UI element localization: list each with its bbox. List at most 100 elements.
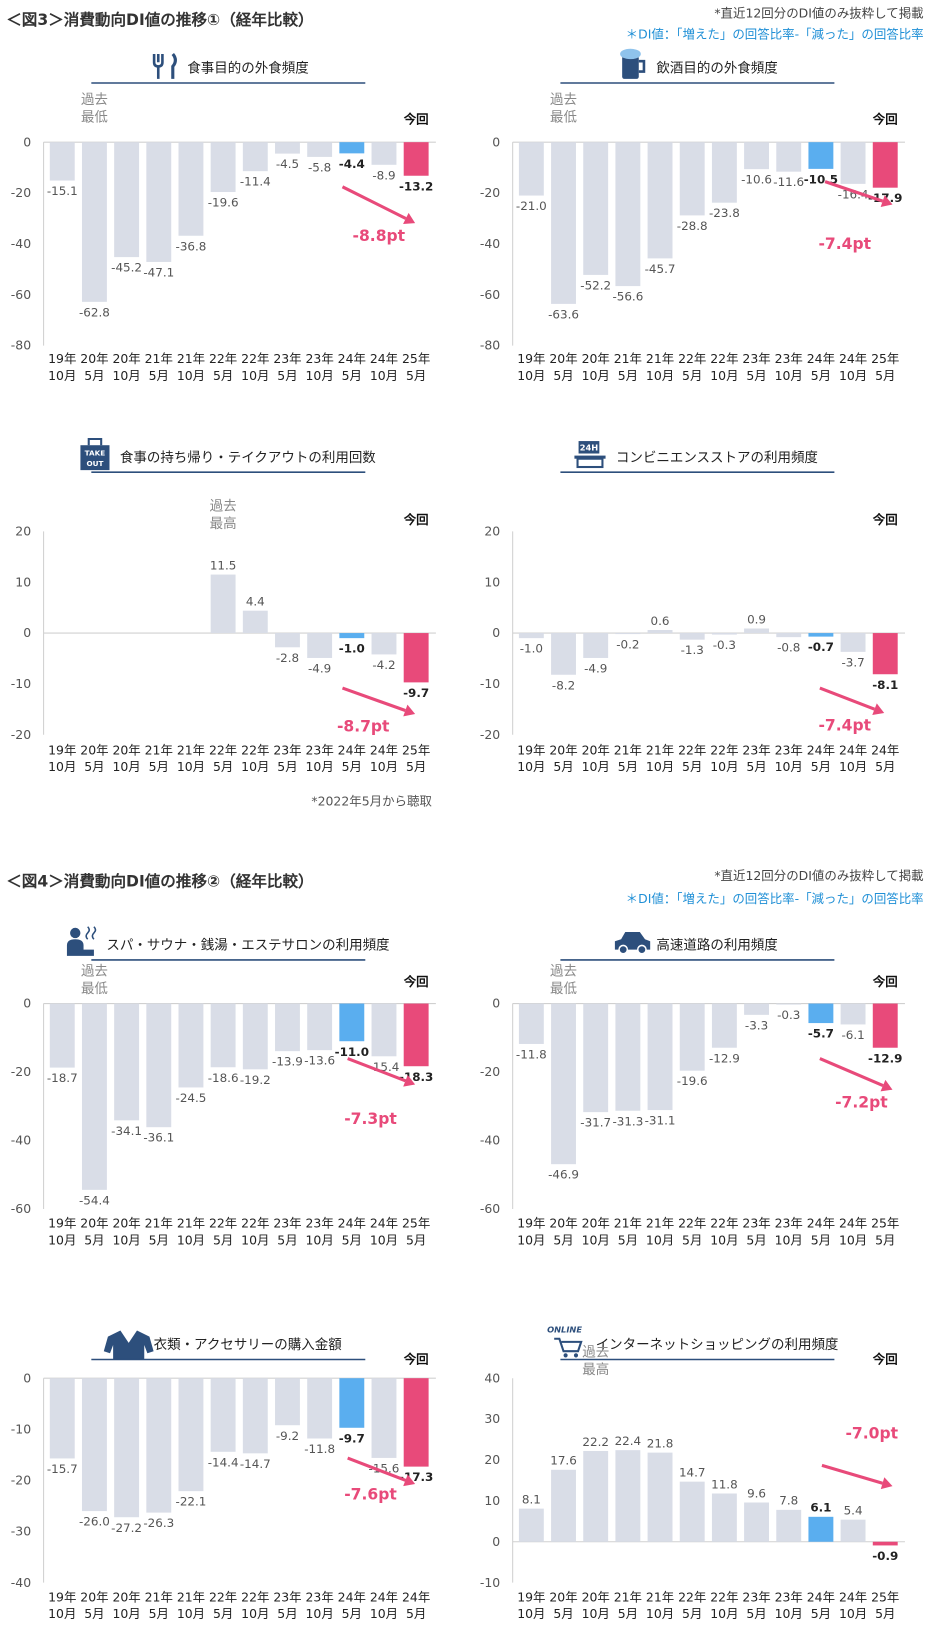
x-tick-label: 24年 <box>370 1589 398 1604</box>
bar <box>840 142 866 184</box>
y-tick-label: 30 <box>484 1411 500 1426</box>
y-tick-label: -30 <box>11 1524 31 1539</box>
bar <box>49 1378 75 1459</box>
chart-7: 衣類・アクセサリーの購入金額 0 -10 -20 -30 -40 19年 10月 -15.7 20… <box>11 1330 436 1621</box>
value-label: -4.4 <box>339 157 365 171</box>
value-label: 0.6 <box>651 614 670 628</box>
y-tick-label: 0 <box>492 625 500 640</box>
x-tick-label: 23年 <box>273 351 301 366</box>
y-tick-label: -60 <box>480 287 500 302</box>
x-tick-label: 20年 <box>549 1216 577 1231</box>
value-label: -14.7 <box>240 1457 271 1471</box>
x-tick-label: 22年 <box>678 742 706 757</box>
record-annotation: 最低 <box>81 109 108 125</box>
x-tick-label: 10月 <box>177 759 205 774</box>
x-tick-label: 5月 <box>213 1232 233 1247</box>
bar <box>307 142 333 157</box>
y-tick-label: 0 <box>23 996 31 1011</box>
x-tick-label: 24年 <box>370 351 398 366</box>
x-tick-label: 5月 <box>213 1606 233 1621</box>
y-tick-label: 0 <box>23 134 31 149</box>
x-tick-label: 10月 <box>241 759 269 774</box>
x-tick-label: 5月 <box>342 759 362 774</box>
person-head-icon <box>70 927 81 939</box>
y-tick-label: 10 <box>15 574 31 589</box>
x-tick-label: 20年 <box>549 351 577 366</box>
x-tick-label: 5月 <box>553 1232 573 1247</box>
value-label: -8.2 <box>552 678 575 692</box>
x-tick-label: 5月 <box>875 1232 895 1247</box>
bar <box>583 1450 609 1542</box>
bar <box>242 1378 268 1454</box>
current-label: 今回 <box>403 111 429 126</box>
wheel-icon <box>636 944 647 955</box>
figure4-title: ＜図4＞消費動向DI値の推移②（経年比較） <box>6 871 314 891</box>
x-tick-label: 10月 <box>48 1232 76 1247</box>
x-tick-label: 20年 <box>112 1216 140 1231</box>
x-tick-label: 23年 <box>775 742 803 757</box>
x-tick-label: 22年 <box>241 351 269 366</box>
arrow-head-icon <box>872 703 885 716</box>
x-tick-label: 5月 <box>84 759 104 774</box>
bar <box>81 1378 107 1512</box>
x-tick-label: 10月 <box>306 368 334 383</box>
record-annotation: 過去 <box>81 92 108 108</box>
takeout-bag-icon <box>80 445 110 471</box>
x-tick-label: 25年 <box>402 351 430 366</box>
y-tick-label: -40 <box>11 1133 31 1148</box>
y-tick-label: -20 <box>11 727 31 742</box>
figure3-di-definition: ＊DI値：「増えた」の回答比率-「減った」の回答比率 <box>625 26 924 42</box>
x-tick-label: 24年 <box>338 351 366 366</box>
y-tick-label: -10 <box>480 1575 500 1590</box>
change-label: -7.4pt <box>818 235 871 253</box>
x-tick-label: 20年 <box>582 1216 610 1231</box>
bar <box>242 142 268 172</box>
x-tick-label: 5月 <box>406 1606 426 1621</box>
x-tick-label: 24年 <box>370 742 398 757</box>
y-tick-label: -10 <box>480 676 500 691</box>
record-annotation: 最低 <box>550 109 577 125</box>
value-label: -56.6 <box>612 290 643 304</box>
value-label: 22.4 <box>615 1434 642 1448</box>
beer-foam-icon <box>620 48 641 60</box>
y-tick-label: -20 <box>480 185 500 200</box>
x-tick-label: 21年 <box>614 742 642 757</box>
bar <box>551 142 576 304</box>
x-tick-label: 5月 <box>277 1606 297 1621</box>
value-label: -5.8 <box>308 160 331 174</box>
x-tick-label: 23年 <box>306 351 334 366</box>
value-label: -4.9 <box>308 662 331 676</box>
record-annotation: 最低 <box>81 981 108 997</box>
value-label: -0.7 <box>808 640 834 654</box>
bar <box>744 1502 770 1542</box>
figure3-note: *直近12回分のDI値のみ抜粋して掲載 <box>714 6 924 21</box>
x-tick-label: 21年 <box>145 1589 173 1604</box>
x-tick-label: 10月 <box>370 759 398 774</box>
y-tick-label: -40 <box>480 236 500 251</box>
x-tick-label: 24年 <box>338 1216 366 1231</box>
change-label: -7.6pt <box>344 1486 397 1504</box>
y-tick-label: 0 <box>23 1370 31 1385</box>
y-tick-label: -80 <box>480 338 500 353</box>
bar <box>307 633 333 658</box>
y-tick-label: 0 <box>492 134 500 149</box>
value-label: -28.8 <box>677 219 708 233</box>
current-label: 今回 <box>872 512 898 527</box>
x-tick-label: 5月 <box>553 759 573 774</box>
cardigan-icon <box>103 1330 154 1360</box>
y-tick-label: -60 <box>11 287 31 302</box>
x-tick-label: 10月 <box>710 1606 738 1621</box>
bar <box>403 1378 429 1467</box>
change-arrow <box>819 1057 884 1088</box>
x-tick-label: 22年 <box>209 1216 237 1231</box>
arrow-head-icon <box>403 704 416 717</box>
x-tick-label: 10月 <box>646 368 674 383</box>
x-tick-label: 5月 <box>277 759 297 774</box>
change-arrow <box>341 185 407 220</box>
x-tick-label: 22年 <box>710 1216 738 1231</box>
x-tick-label: 22年 <box>678 351 706 366</box>
value-label: -1.3 <box>681 643 704 657</box>
bar <box>679 1481 705 1542</box>
icon-text: TAKE <box>85 449 106 458</box>
